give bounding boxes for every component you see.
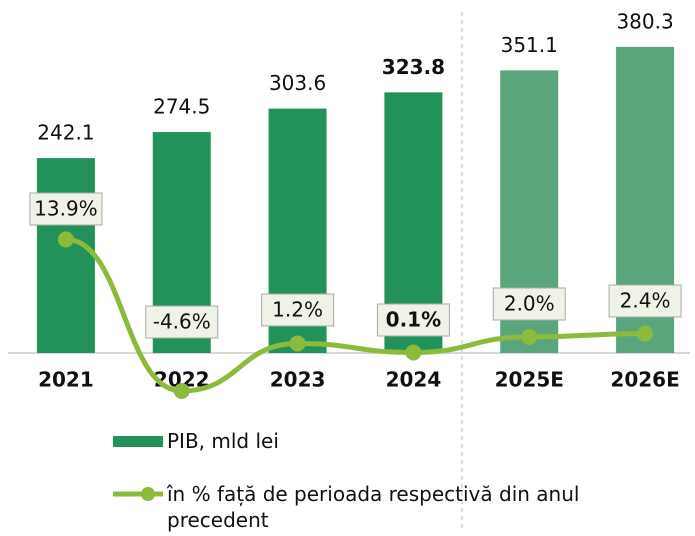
label-box: [261, 293, 335, 327]
x-tick-label: 2025E: [495, 368, 564, 392]
x-tick-label: 2023: [270, 368, 326, 392]
legend-label: PIB, mld lei: [167, 429, 279, 453]
line-point: [521, 328, 538, 345]
x-tick-label: 2021: [38, 368, 94, 392]
bar-value-label: 380.3: [616, 9, 673, 33]
line-value-label: 1.2%: [272, 298, 323, 322]
label-box: [376, 303, 450, 337]
x-tick-label: 2024: [386, 368, 442, 392]
legend-label: în % față de perioada respectivă din anu…: [167, 482, 580, 532]
bar-value-label: 242.1: [37, 121, 94, 145]
bar-value-label: 274.5: [153, 95, 210, 119]
label-box: [145, 305, 219, 339]
legend-swatch-bar: [113, 436, 163, 447]
line-point: [405, 344, 422, 361]
bar-value-label: 351.1: [501, 33, 558, 57]
line-point: [637, 325, 654, 342]
line-value-label: 13.9%: [34, 197, 98, 221]
x-tick-label: 2026E: [610, 368, 679, 392]
line-point: [289, 335, 306, 352]
legend-swatch-dot: [141, 487, 155, 501]
line-value-label: -4.6%: [153, 310, 211, 334]
line-point: [173, 382, 190, 399]
bar-value-label: 323.8: [382, 55, 445, 79]
line-point: [57, 231, 74, 248]
label-box: [608, 284, 682, 318]
bar: [36, 158, 95, 353]
label-box: [29, 192, 103, 226]
line-value-label: 2.4%: [620, 289, 671, 313]
bar-value-label: 303.6: [269, 71, 326, 95]
line-value-label: 0.1%: [386, 308, 441, 332]
label-box: [492, 287, 566, 321]
line-value-label: 2.0%: [504, 292, 555, 316]
